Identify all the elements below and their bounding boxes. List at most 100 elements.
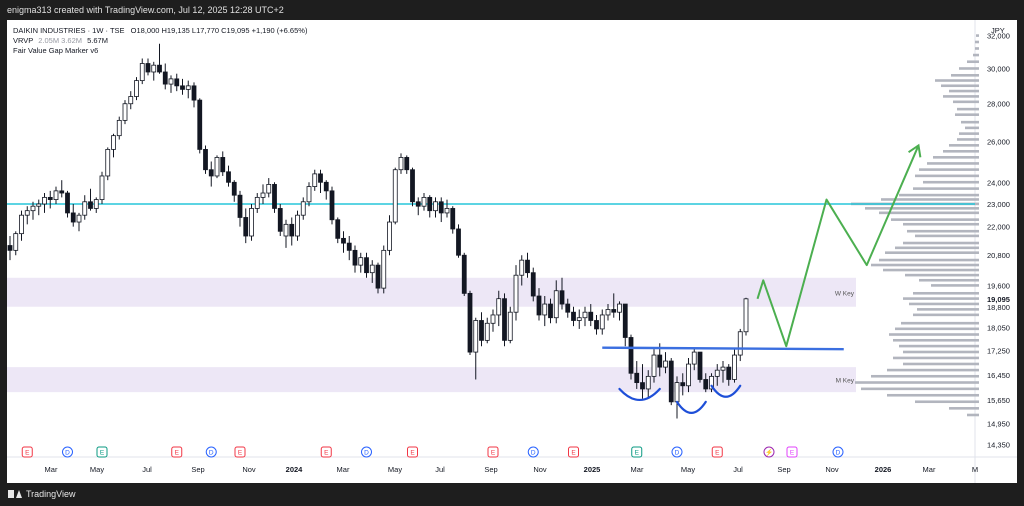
candle-up[interactable] <box>168 78 174 85</box>
pattern-arc-drawing[interactable] <box>618 387 661 402</box>
candle-up[interactable] <box>295 214 300 237</box>
candle-up[interactable] <box>254 196 260 209</box>
candle-down[interactable] <box>697 351 703 380</box>
candle-up[interactable] <box>266 184 272 194</box>
candle-down[interactable] <box>318 173 323 183</box>
earnings-badge[interactable] <box>786 446 798 458</box>
candle-up[interactable] <box>30 205 36 212</box>
fvg-indicator-row[interactable]: Fair Value Gap Marker v6 <box>13 46 99 55</box>
earnings-badge[interactable] <box>568 446 579 458</box>
candle-up[interactable] <box>691 351 697 365</box>
candle-down[interactable] <box>657 354 663 368</box>
candle-up[interactable] <box>369 264 375 274</box>
candle-up[interactable] <box>312 173 318 187</box>
chart-panel[interactable]: W Key M Key 14,350 14,950 15,650 16,450 17,250… <box>7 20 1017 483</box>
candle-up[interactable] <box>732 354 737 380</box>
candle-up[interactable] <box>42 196 47 205</box>
pattern-arc-drawing[interactable] <box>675 400 707 414</box>
candle-down[interactable] <box>668 360 674 403</box>
candle-up[interactable] <box>24 210 30 216</box>
candle-up[interactable] <box>139 63 145 82</box>
candle-up[interactable] <box>306 186 312 203</box>
candle-down[interactable] <box>634 372 640 384</box>
candle-down[interactable] <box>208 169 214 177</box>
candle-up[interactable] <box>720 366 726 371</box>
candle-up[interactable] <box>737 331 743 356</box>
candle-up[interactable] <box>651 354 657 377</box>
candle-up[interactable] <box>260 192 266 198</box>
candle-down[interactable] <box>191 85 197 101</box>
candle-up[interactable] <box>519 259 525 276</box>
candle-up[interactable] <box>714 369 720 377</box>
candle-up[interactable] <box>553 290 559 319</box>
dividend-badge[interactable] <box>671 446 683 458</box>
candle-down[interactable] <box>594 320 599 330</box>
projection-path-drawing[interactable] <box>756 145 920 348</box>
candle-down[interactable] <box>341 237 346 244</box>
candle-up[interactable] <box>300 201 306 216</box>
candle-up[interactable] <box>392 169 398 223</box>
candle-down[interactable] <box>502 298 507 341</box>
candle-down[interactable] <box>571 311 576 321</box>
candle-down[interactable] <box>220 157 226 173</box>
candle-down[interactable] <box>352 249 358 266</box>
candle-up[interactable] <box>743 298 749 333</box>
candle-up[interactable] <box>249 208 254 237</box>
candle-down[interactable] <box>59 190 65 194</box>
candle-up[interactable] <box>111 135 116 150</box>
candle-down[interactable] <box>243 217 249 237</box>
zone-rect[interactable] <box>7 367 856 393</box>
candle-up[interactable] <box>663 360 668 368</box>
candle-down[interactable] <box>174 78 180 87</box>
candle-down[interactable] <box>622 303 628 338</box>
candle-up[interactable] <box>13 233 19 251</box>
candle-up[interactable] <box>76 214 82 223</box>
candle-down[interactable] <box>611 309 617 313</box>
candle-down[interactable] <box>65 192 70 214</box>
price-chart[interactable]: W Key M Key 14,350 14,950 15,650 16,450 17,250… <box>7 20 1017 483</box>
candle-down[interactable] <box>536 295 542 316</box>
candle-down[interactable] <box>272 184 277 209</box>
candle-down[interactable] <box>726 366 732 380</box>
candle-up[interactable] <box>686 363 691 387</box>
candle-down[interactable] <box>237 194 243 218</box>
candle-down[interactable] <box>565 303 571 313</box>
candle-up[interactable] <box>105 149 111 177</box>
candle-up[interactable] <box>576 317 582 321</box>
candle-down[interactable] <box>197 99 203 150</box>
dividend-badge[interactable] <box>832 446 844 458</box>
candle-up[interactable] <box>151 64 157 73</box>
candle-down[interactable] <box>70 212 76 223</box>
candle-down[interactable] <box>628 337 634 374</box>
candle-up[interactable] <box>582 311 588 319</box>
candle-up[interactable] <box>19 214 24 235</box>
candle-down[interactable] <box>461 254 467 294</box>
candle-down[interactable] <box>7 245 13 251</box>
split-badge[interactable] <box>763 446 775 458</box>
candle-down[interactable] <box>364 257 369 274</box>
candle-up[interactable] <box>444 208 450 214</box>
candle-down[interactable] <box>438 201 444 214</box>
candle-down[interactable] <box>162 71 168 85</box>
earnings-badge[interactable] <box>234 446 246 458</box>
earnings-badge[interactable] <box>711 446 723 458</box>
candle-up[interactable] <box>513 274 519 313</box>
candle-up[interactable] <box>99 175 105 200</box>
candle-down[interactable] <box>226 171 231 183</box>
candle-up[interactable] <box>36 203 42 207</box>
candle-down[interactable] <box>47 196 53 200</box>
dividend-badge[interactable] <box>62 446 73 458</box>
candle-up[interactable] <box>381 249 387 289</box>
zone-rect[interactable] <box>7 277 856 307</box>
earnings-badge[interactable] <box>631 446 643 458</box>
candle-up[interactable] <box>484 322 490 341</box>
earnings-badge[interactable] <box>21 446 33 458</box>
candle-down[interactable] <box>231 181 237 196</box>
candle-up[interactable] <box>283 223 289 237</box>
candle-up[interactable] <box>116 119 122 137</box>
dividend-badge[interactable] <box>361 446 372 458</box>
candle-up[interactable] <box>542 303 548 316</box>
candle-down[interactable] <box>456 228 461 256</box>
earnings-badge[interactable] <box>171 446 183 458</box>
candle-down[interactable] <box>410 169 415 203</box>
